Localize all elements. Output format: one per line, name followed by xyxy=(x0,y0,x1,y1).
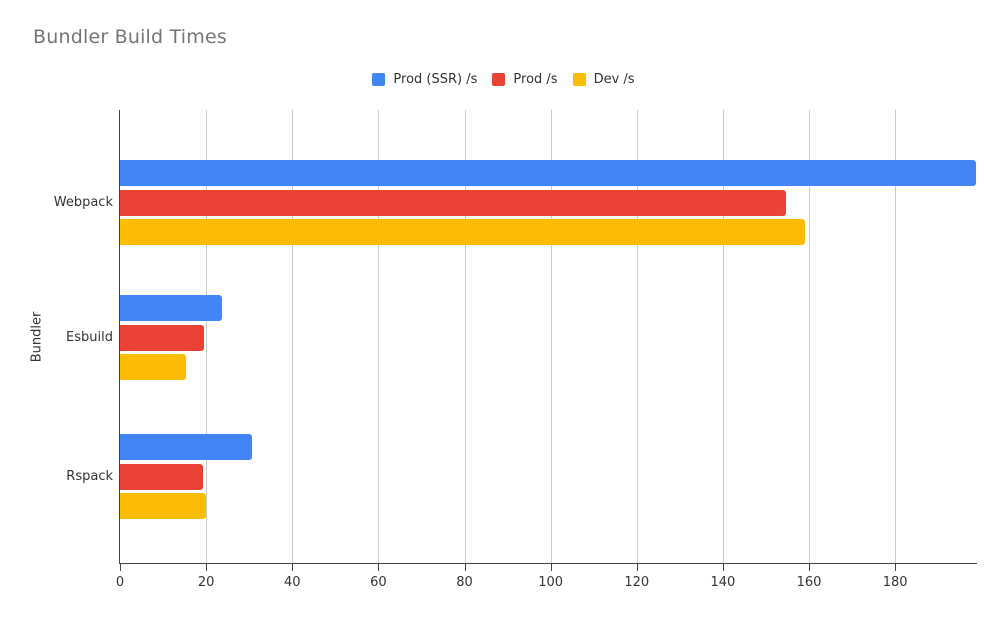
plot-area xyxy=(119,110,977,564)
legend: Prod (SSR) /s Prod /s Dev /s xyxy=(0,72,1007,87)
bar-esbuild-dev-s xyxy=(120,354,186,380)
x-axis-tick-0 xyxy=(120,564,121,571)
x-axis-tick-80 xyxy=(464,564,466,571)
category-label-webpack: Webpack xyxy=(53,194,113,210)
gridline-x-80 xyxy=(464,110,466,563)
x-axis-label-160: 160 xyxy=(796,575,822,590)
x-axis-tick-180 xyxy=(895,564,897,571)
x-axis-label-120: 120 xyxy=(624,575,650,590)
legend-item-prod: Prod /s xyxy=(492,72,558,87)
bar-webpack-prod-s xyxy=(120,189,786,216)
gridline-x-20 xyxy=(206,110,208,563)
x-axis-label-60: 60 xyxy=(370,575,387,590)
legend-swatch-yellow-icon xyxy=(572,73,586,86)
x-axis-tick-120 xyxy=(636,564,638,571)
x-axis-label-20: 20 xyxy=(197,575,215,590)
gridline-x-60 xyxy=(378,110,380,563)
bar-webpack-prod-ssr-s xyxy=(120,160,976,186)
bar-esbuild-prod-s xyxy=(120,324,204,351)
x-axis-tick-160 xyxy=(809,564,811,571)
gridline-x-160 xyxy=(809,110,811,563)
x-axis-tick-100 xyxy=(550,564,552,571)
legend-item-prod-ssr: Prod (SSR) /s xyxy=(372,72,477,87)
x-axis-label-140: 140 xyxy=(710,575,736,590)
x-axis-label-40: 40 xyxy=(283,575,301,590)
chart-title: Bundler Build Times xyxy=(33,26,227,48)
bar-webpack-dev-s xyxy=(120,219,806,245)
legend-item-dev: Dev /s xyxy=(572,72,635,87)
x-axis-tick-40 xyxy=(292,564,294,571)
gridline-x-180 xyxy=(895,110,897,563)
x-axis-tick-60 xyxy=(378,564,380,571)
x-axis-tick-20 xyxy=(206,564,208,571)
x-axis-label-0: 0 xyxy=(115,575,125,590)
legend-label: Prod (SSR) /s xyxy=(393,72,478,87)
legend-swatch-red-icon xyxy=(492,73,506,86)
legend-label: Dev /s xyxy=(593,72,635,87)
category-label-esbuild: Esbuild xyxy=(66,329,113,345)
gridline-x-120 xyxy=(636,110,638,563)
x-axis-label-180: 180 xyxy=(882,575,908,590)
gridline-x-100 xyxy=(550,110,552,563)
x-axis-label-100: 100 xyxy=(538,575,564,590)
bar-rspack-dev-s xyxy=(120,493,206,519)
x-axis-label-80: 80 xyxy=(456,575,473,590)
bar-rspack-prod-ssr-s xyxy=(120,434,252,460)
x-axis-tick-140 xyxy=(722,564,724,571)
category-label-rspack: Rspack xyxy=(66,468,113,484)
bar-esbuild-prod-ssr-s xyxy=(120,295,222,321)
gridline-x-140 xyxy=(722,110,724,563)
legend-label: Prod /s xyxy=(513,72,558,87)
gridline-x-40 xyxy=(292,110,294,563)
legend-swatch-blue-icon xyxy=(372,73,386,86)
bar-rspack-prod-s xyxy=(120,463,203,490)
